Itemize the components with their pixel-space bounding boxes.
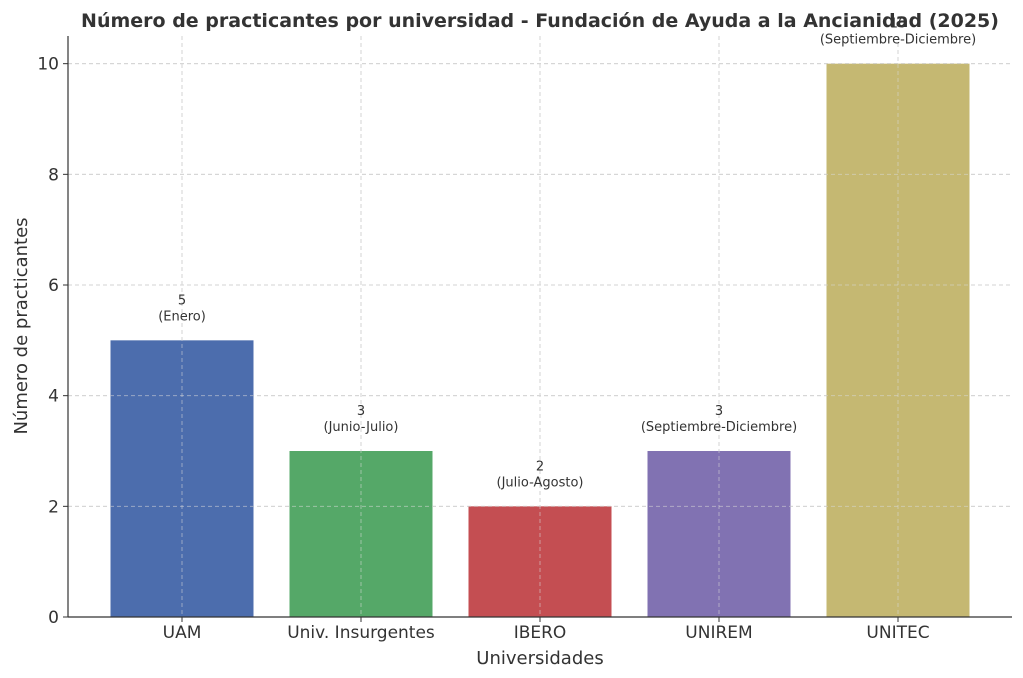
- y-tick-label: 10: [37, 55, 59, 75]
- data-label-period: (Enero): [158, 309, 206, 324]
- x-axis-label: Universidades: [476, 648, 603, 669]
- y-tick-label: 2: [48, 497, 59, 517]
- data-label-value: 10: [890, 17, 907, 32]
- data-label-period: (Septiembre-Diciembre): [641, 420, 797, 435]
- data-label-period: (Julio-Agosto): [497, 475, 584, 490]
- x-tick-label: UNITEC: [866, 623, 929, 643]
- axes-layer: 0 2 4 6 8 10 UAM Univ. Insurgentes IBERO UNIREM UN…: [37, 36, 1012, 643]
- data-labels-layer: 5(Enero)3(Junio-Julio)2(Julio-Agosto)3(S…: [68, 17, 1012, 618]
- x-tick-label: UNIREM: [685, 623, 752, 643]
- x-tick-label: IBERO: [514, 623, 567, 643]
- x-tick-label: UAM: [163, 623, 202, 643]
- data-label-value: 3: [357, 404, 365, 419]
- x-tick-label: Univ. Insurgentes: [287, 623, 435, 643]
- y-tick-label: 6: [48, 276, 59, 296]
- data-label-value: 2: [536, 459, 544, 474]
- y-tick-label: 0: [48, 608, 59, 628]
- data-label-value: 3: [715, 404, 723, 419]
- data-label-period: (Junio-Julio): [324, 420, 399, 435]
- y-tick-label: 8: [48, 165, 59, 185]
- chart-title: Número de practicantes por universidad -…: [81, 10, 999, 32]
- y-axis-label: Número de practicantes: [11, 217, 32, 434]
- y-tick-label: 4: [48, 387, 59, 407]
- data-label-period: (Septiembre-Diciembre): [820, 33, 976, 48]
- data-label-value: 5: [178, 293, 186, 308]
